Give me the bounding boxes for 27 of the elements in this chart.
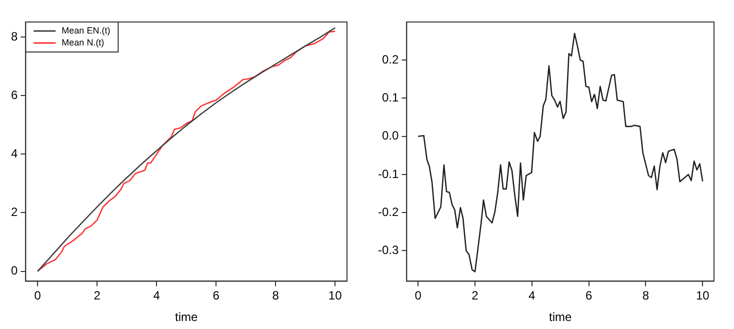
y-tick-label: -0.2	[378, 204, 399, 219]
x-tick-label: 0	[414, 288, 422, 303]
y-tick-label: 0.0	[382, 128, 399, 143]
legend-label: Mean N.(t)	[62, 37, 104, 48]
x-tick-label: 10	[328, 288, 342, 303]
x-tick-label: 0	[34, 288, 42, 303]
x-tick-label: 6	[585, 288, 592, 303]
y-tick-label: -0.1	[378, 166, 399, 181]
y-tick-label: 2	[10, 205, 18, 220]
x-axis-title: time	[549, 310, 572, 324]
x-axis-title: time	[175, 310, 198, 324]
x-tick-label: 6	[212, 288, 220, 303]
y-tick-label: 4	[10, 146, 18, 161]
legend-label: Mean EN.(t)	[62, 25, 110, 36]
x-tick-label: 4	[528, 288, 536, 303]
x-tick-label: 10	[696, 288, 710, 303]
y-tick-label: 8	[10, 30, 18, 44]
y-tick-label: 6	[10, 88, 18, 102]
y-tick-label: 0.1	[382, 90, 399, 105]
x-tick-label: 8	[272, 288, 280, 303]
y-tick-label: 0	[10, 264, 18, 278]
x-tick-label: 8	[642, 288, 650, 303]
x-tick-label: 2	[472, 288, 479, 303]
y-tick-label: -0.3	[378, 243, 399, 258]
y-tick-label: 0.2	[382, 52, 399, 66]
x-tick-label: 4	[153, 288, 160, 303]
x-tick-label: 2	[94, 288, 101, 303]
